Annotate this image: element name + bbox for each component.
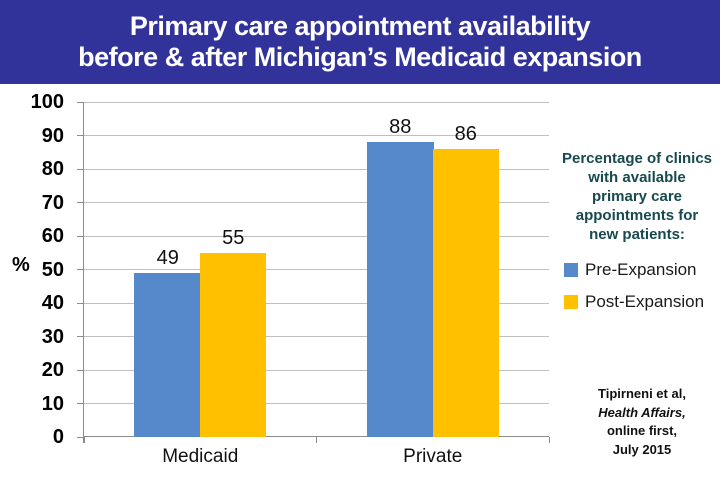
citation-status: online first, — [606, 423, 678, 438]
y-axis-tick — [77, 101, 84, 103]
category-label: Private — [403, 446, 463, 467]
y-axis-tick — [77, 269, 84, 270]
y-tick-label: 100 — [30, 91, 64, 113]
bar-value-label: 49 — [156, 246, 179, 269]
y-axis-tick — [77, 235, 84, 237]
y-axis-tick — [77, 168, 84, 170]
y-axis-tick — [77, 336, 84, 337]
bar-value-label: 88 — [389, 116, 412, 139]
legend-title: Percentage of clinics with available pri… — [561, 150, 713, 243]
chart-title-line-1: Primary care appointment availability — [129, 11, 591, 41]
legend-label-pre-expansion: Pre-Expansion — [585, 260, 697, 279]
gridline — [84, 302, 549, 304]
y-tick-label: 30 — [41, 325, 64, 348]
gridline — [84, 336, 549, 337]
y-axis-tick — [77, 436, 84, 438]
post-expansion-swatch-icon — [564, 295, 578, 309]
y-axis-line — [83, 102, 84, 443]
gridline — [84, 369, 549, 371]
gridline — [84, 403, 549, 404]
legend-entry-post-expansion: Post-Expansion — [564, 292, 704, 312]
y-tick-label: 70 — [41, 191, 64, 214]
y-tick-label: 10 — [41, 392, 64, 415]
y-axis-tick — [77, 403, 84, 404]
y-tick-label: 50 — [41, 258, 64, 281]
gridline — [84, 235, 549, 237]
y-tick-label: 0 — [52, 426, 64, 448]
y-axis-tick — [77, 135, 84, 136]
legend-label-post-expansion: Post-Expansion — [585, 292, 705, 311]
gridline — [84, 101, 549, 103]
x-axis-tick — [83, 437, 85, 443]
citation-authors: Tipirneni et al, — [598, 386, 686, 401]
bar-pre-expansion-medicaid — [134, 272, 202, 437]
gridline — [84, 269, 549, 270]
bar-post-expansion-medicaid — [200, 252, 267, 437]
y-tick-label: 80 — [41, 158, 64, 180]
citation-date: July 2015 — [612, 441, 672, 457]
y-axis-tick — [77, 369, 84, 371]
gridline — [84, 135, 549, 136]
gridline — [84, 202, 549, 203]
bar-value-label: 86 — [454, 122, 477, 145]
y-axis-tick — [77, 202, 84, 203]
pre-expansion-swatch-icon — [564, 263, 578, 277]
category-label: Medicaid — [162, 446, 239, 467]
title-banner: Primary care appointment availability be… — [0, 0, 720, 84]
y-tick-label: 90 — [41, 124, 64, 147]
bar-value-label: 55 — [222, 226, 245, 249]
x-axis-line — [84, 436, 549, 437]
source-citation: Tipirneni et al, Health Affairs, online … — [567, 385, 717, 459]
y-tick-label: 60 — [41, 225, 64, 247]
legend-entry-pre-expansion: Pre-Expansion — [564, 260, 697, 280]
y-tick-label: 20 — [41, 359, 64, 381]
x-axis-tick — [316, 437, 317, 443]
y-axis-unit-label: % — [12, 254, 30, 276]
y-tick-label: 40 — [41, 292, 64, 314]
gridline — [84, 168, 549, 170]
citation-journal: Health Affairs, — [598, 404, 686, 420]
bar-post-expansion-private — [432, 148, 499, 437]
chart-title-line-2: before & after Michigan’s Medicaid expan… — [78, 42, 642, 72]
x-axis-tick — [548, 437, 550, 443]
bar-pre-expansion-private — [366, 142, 434, 437]
y-axis-tick — [77, 302, 84, 304]
